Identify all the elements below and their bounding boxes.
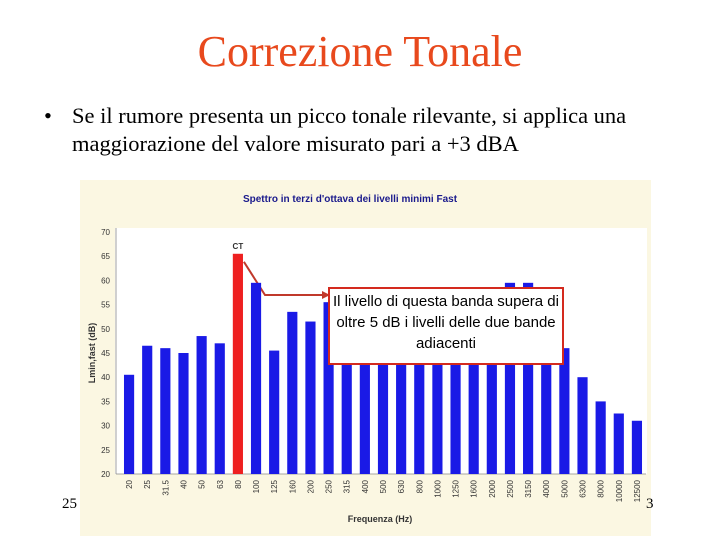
bar	[432, 323, 443, 474]
x-tick-label: 25	[143, 479, 152, 488]
x-tick-label: 3150	[524, 479, 533, 497]
bar	[396, 319, 407, 474]
bar	[414, 319, 425, 474]
footer-date: 25	[62, 496, 77, 512]
slide-title: Correzione Tonale	[197, 27, 523, 76]
x-tick-label: 4000	[542, 479, 551, 497]
y-tick-label: 65	[101, 252, 110, 261]
bar	[305, 321, 316, 474]
x-tick-label: 31.5	[161, 479, 170, 495]
x-tick-label: 2500	[506, 479, 515, 497]
x-tick-label: 160	[288, 479, 297, 493]
x-tick-label: 40	[179, 479, 188, 488]
x-tick-label: 2000	[488, 479, 497, 497]
y-tick-label: 60	[101, 276, 110, 285]
y-tick-label: 25	[101, 446, 110, 455]
bar	[595, 401, 606, 474]
x-tick-label: 125	[270, 479, 279, 493]
x-tick-label: 80	[234, 479, 243, 488]
y-tick-label: 40	[101, 373, 110, 382]
y-tick-label: 45	[101, 349, 110, 358]
y-tick-label: 20	[101, 470, 110, 479]
x-tick-label: 1000	[433, 479, 442, 497]
x-tick-label: 8000	[597, 479, 606, 497]
tonal-callout: Il livello di questa banda supera di olt…	[328, 287, 564, 365]
x-tick-label: 63	[216, 479, 225, 488]
bar	[269, 350, 280, 474]
bar	[341, 304, 352, 474]
bar	[468, 319, 479, 474]
bar	[523, 282, 534, 474]
bar	[359, 314, 370, 474]
y-tick-label: 30	[101, 422, 110, 431]
bar	[142, 345, 153, 474]
bar	[577, 377, 588, 474]
x-tick-label: 250	[325, 479, 334, 493]
bar	[160, 348, 171, 474]
bar	[178, 353, 189, 474]
bar	[123, 374, 135, 474]
tonal-bar	[232, 253, 243, 474]
x-tick-label: 100	[252, 479, 261, 493]
bar	[541, 294, 552, 474]
y-axis-label: Lmin,fast (dB)	[87, 323, 97, 384]
x-tick-label: 6300	[579, 479, 588, 497]
bar	[214, 343, 225, 474]
x-tick-label: 12500	[633, 479, 642, 502]
x-tick-label: 10000	[615, 479, 624, 502]
arrow-head	[322, 291, 330, 299]
bar	[504, 282, 516, 474]
bar	[631, 420, 643, 474]
y-tick-label: 55	[101, 301, 110, 310]
y-tick-label: 50	[101, 325, 110, 334]
callout-arrow	[243, 261, 324, 296]
y-tick-label: 70	[101, 228, 110, 237]
x-tick-label: 315	[343, 479, 352, 493]
x-tick-label: 800	[415, 479, 424, 493]
x-tick-label: 20	[125, 479, 134, 488]
bar	[323, 302, 334, 474]
x-axis-label: Frequenza (Hz)	[348, 514, 413, 524]
x-tick-label: 400	[361, 479, 370, 493]
chart-title: Spettro in terzi d'ottava dei livelli mi…	[243, 194, 458, 205]
bar	[559, 348, 570, 474]
bar	[486, 304, 497, 474]
x-tick-label: 630	[397, 479, 406, 493]
bar	[250, 282, 262, 474]
bullet-text: Se il rumore presenta un picco tonale ri…	[72, 103, 627, 156]
x-tick-label: 200	[306, 479, 315, 493]
tonal-marker-label: CT	[233, 242, 244, 251]
page-number: 3	[646, 496, 654, 512]
x-tick-label: 1250	[452, 479, 461, 497]
x-tick-label: 5000	[560, 479, 569, 497]
x-tick-label: 500	[379, 479, 388, 493]
bar	[287, 311, 298, 474]
bullet-symbol: •	[44, 103, 52, 128]
plot-area: 20 25 30 35 40 45 50 55 60 65 70 20 25 31.5 40 50 63 80 CT…	[101, 228, 647, 502]
bar	[613, 413, 624, 474]
bar	[450, 323, 461, 474]
bar	[377, 319, 389, 474]
bar	[196, 336, 207, 474]
y-tick-label: 35	[101, 397, 110, 406]
x-tick-label: 50	[198, 479, 207, 488]
x-tick-label: 1600	[470, 479, 479, 497]
